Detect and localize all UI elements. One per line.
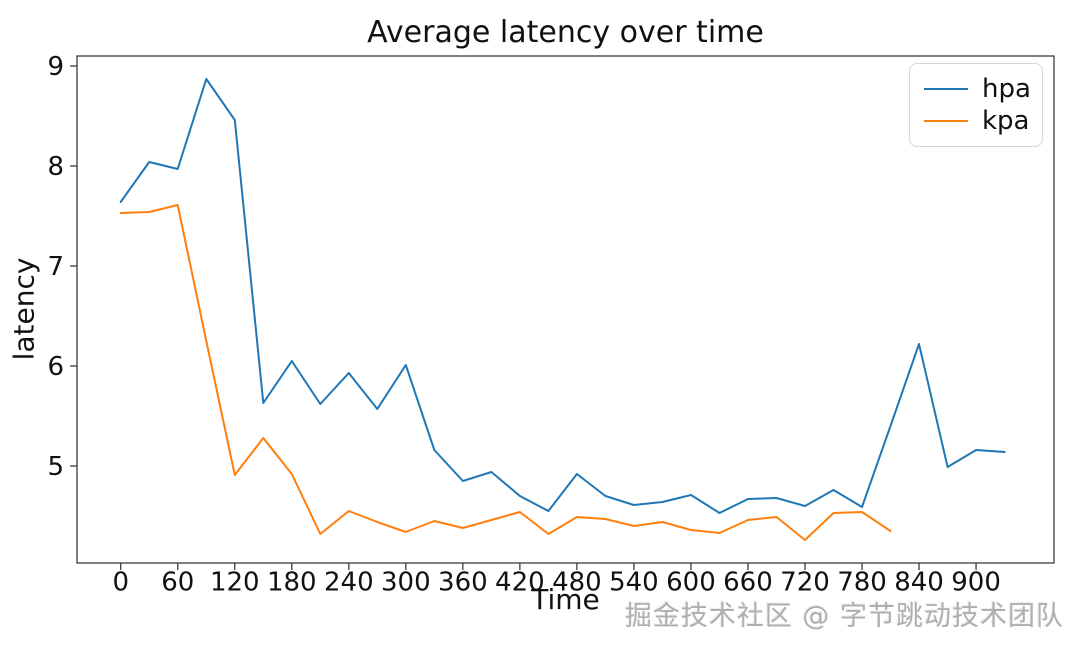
y-tick-label: 9: [47, 52, 64, 82]
x-tick-label: 420: [495, 567, 545, 597]
x-tick-label: 720: [780, 567, 830, 597]
legend-label-kpa: kpa: [982, 106, 1030, 136]
x-tick-label: 360: [438, 567, 488, 597]
x-tick-label: 780: [837, 567, 887, 597]
x-tick-label: 480: [552, 567, 602, 597]
x-axis-label: Time: [531, 583, 600, 616]
y-tick-label: 5: [47, 452, 64, 482]
x-tick-label: 600: [666, 567, 716, 597]
chart-title: Average latency over time: [367, 15, 764, 50]
x-tick-label: 300: [381, 567, 431, 597]
legend: hpa kpa: [909, 63, 1043, 147]
legend-label-hpa: hpa: [982, 74, 1031, 104]
axes-border: [76, 55, 1055, 564]
x-tick-label: 60: [161, 567, 194, 597]
x-tick-label: 840: [894, 567, 944, 597]
x-tick-label: 540: [609, 567, 659, 597]
legend-entry-kpa: kpa: [924, 106, 1030, 136]
watermark: 掘金技术社区 @ 字节跳动技术团队: [624, 601, 1064, 632]
kpa-line-swatch: [924, 120, 968, 122]
x-tick-label: 240: [324, 567, 374, 597]
y-tick-label: 8: [47, 152, 64, 182]
y-tick-label: 6: [47, 352, 64, 382]
y-tick-label: 7: [47, 252, 64, 282]
legend-entry-hpa: hpa: [924, 74, 1031, 104]
hpa-line-swatch: [924, 88, 968, 90]
x-tick-label: 660: [723, 567, 773, 597]
x-tick-label: 900: [951, 567, 1001, 597]
kpa-line: [119, 204, 892, 541]
hpa-line: [119, 78, 1006, 514]
x-tick-label: 120: [210, 567, 260, 597]
x-tick-label: 0: [112, 567, 129, 597]
x-tick-label: 180: [267, 567, 317, 597]
